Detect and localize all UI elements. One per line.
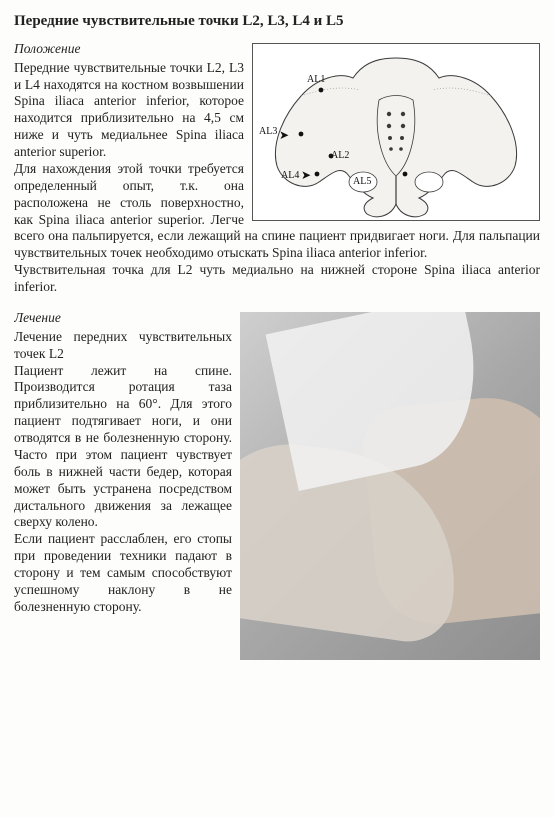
arrow-al4: ➤	[301, 168, 311, 183]
label-al5: AL5	[353, 176, 371, 189]
label-al4: AL4	[281, 170, 299, 183]
pelvis-diagram: AL1 AL2 AL3 ➤ AL4 ➤ AL5	[252, 43, 540, 221]
label-al3: AL3	[259, 126, 277, 139]
section-treatment: Лечение Лечение передних чувствительных …	[14, 310, 540, 664]
arrow-al3: ➤	[279, 128, 289, 143]
para-position-3: Чувствительная точка для L2 чуть медиаль…	[14, 262, 540, 296]
label-al2: AL2	[331, 150, 349, 163]
treatment-photo	[240, 312, 540, 660]
page-title: Передние чувствительные точки L2, L3, L4…	[14, 12, 540, 31]
section-position: AL1 AL2 AL3 ➤ AL4 ➤ AL5 Положение Передн…	[14, 41, 540, 296]
label-al1: AL1	[307, 74, 325, 87]
